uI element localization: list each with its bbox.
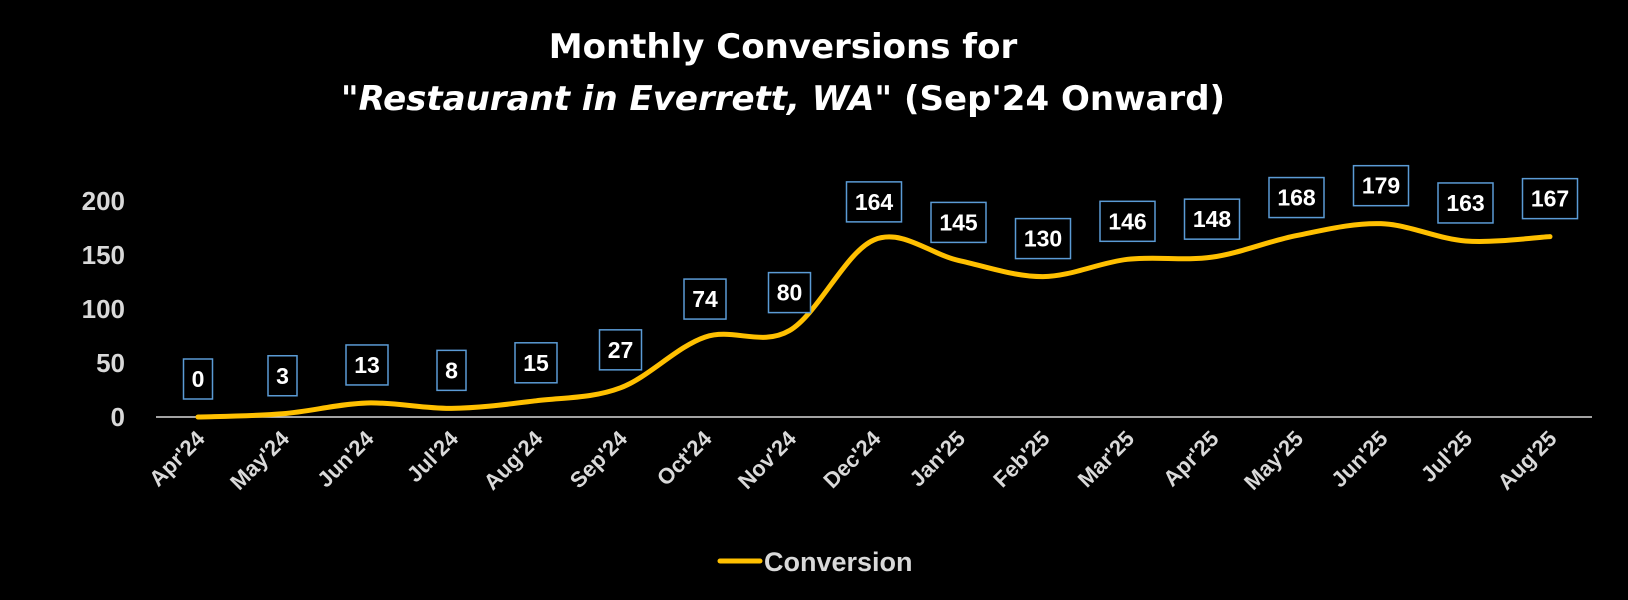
y-tick-label: 50 bbox=[96, 348, 125, 378]
data-label: 146 bbox=[1099, 200, 1156, 243]
data-label-value: 146 bbox=[1108, 208, 1146, 234]
y-tick-label: 100 bbox=[82, 294, 125, 324]
x-tick-label: May'25 bbox=[1239, 426, 1308, 495]
data-label: 13 bbox=[345, 344, 389, 386]
legend: Conversion bbox=[717, 547, 913, 577]
data-label-box bbox=[1183, 198, 1241, 240]
data-label: 130 bbox=[1014, 217, 1072, 260]
x-tick-label: Jun'25 bbox=[1326, 426, 1392, 492]
data-label: 27 bbox=[598, 329, 643, 371]
data-label-value: 168 bbox=[1277, 185, 1316, 211]
data-label-box bbox=[1099, 200, 1156, 243]
data-label-box bbox=[345, 344, 389, 386]
data-label: 168 bbox=[1268, 176, 1325, 219]
data-label: 0 bbox=[182, 358, 214, 400]
data-label-value: 27 bbox=[608, 337, 634, 363]
data-label: 179 bbox=[1352, 164, 1410, 207]
data-label-box bbox=[1014, 217, 1072, 260]
data-label: 167 bbox=[1521, 177, 1579, 220]
data-label: 145 bbox=[930, 201, 987, 244]
x-tick-label: Jul'25 bbox=[1416, 426, 1477, 487]
x-tick-label: Mar'25 bbox=[1073, 426, 1139, 492]
data-label-box bbox=[182, 358, 214, 400]
data-label-value: 80 bbox=[777, 280, 803, 306]
data-label-value: 145 bbox=[939, 209, 978, 235]
data-label-box bbox=[683, 278, 727, 320]
data-label: 74 bbox=[683, 278, 727, 320]
y-axis: 0 50 100 150 200 bbox=[82, 186, 125, 432]
series-line-conversion bbox=[195, 221, 1553, 420]
data-label-box bbox=[767, 271, 812, 314]
data-label: 148 bbox=[1183, 198, 1241, 240]
data-label: 80 bbox=[767, 271, 812, 314]
x-tick-label: Jul'24 bbox=[402, 425, 464, 487]
data-label: 3 bbox=[267, 355, 298, 397]
data-label-box bbox=[514, 342, 558, 384]
data-label-value: 0 bbox=[192, 366, 205, 392]
x-tick-label: May'24 bbox=[225, 425, 294, 494]
data-label-value: 130 bbox=[1024, 226, 1062, 252]
data-label: 163 bbox=[1437, 182, 1494, 224]
y-tick-label: 150 bbox=[82, 240, 125, 270]
chart-title-line-1: Monthly Conversions for bbox=[549, 27, 1018, 67]
y-tick-label: 200 bbox=[82, 186, 125, 216]
data-label-box bbox=[930, 201, 987, 244]
x-tick-label: Aug'25 bbox=[1493, 426, 1562, 495]
data-label-value: 74 bbox=[692, 286, 718, 312]
x-axis: Apr'24 May'24 Jun'24 Jul'24 Aug'24 Sep'24 Oct'… bbox=[144, 425, 1561, 494]
data-label-value: 167 bbox=[1531, 186, 1569, 212]
x-tick-label: Sep'24 bbox=[565, 425, 633, 493]
x-tick-label: Feb'25 bbox=[988, 426, 1054, 492]
chart-title-line-2: "Restaurant in Everrett, WA" (Sep'24 Onw… bbox=[341, 79, 1225, 119]
x-tick-label: Jan'25 bbox=[905, 426, 970, 491]
data-label-value: 15 bbox=[523, 350, 549, 376]
x-tick-label: Oct'24 bbox=[652, 425, 717, 490]
x-tick-label: Apr'24 bbox=[144, 425, 210, 491]
data-label-value: 148 bbox=[1193, 206, 1232, 232]
x-tick-label: Apr'25 bbox=[1158, 426, 1223, 491]
x-tick-label: Nov'24 bbox=[733, 425, 802, 494]
data-label: 8 bbox=[436, 349, 467, 392]
data-label-box bbox=[1437, 182, 1494, 224]
data-label-value: 3 bbox=[276, 363, 289, 389]
data-label-value: 163 bbox=[1446, 190, 1484, 216]
data-label-value: 13 bbox=[354, 352, 380, 378]
chart-title-italic-part: "Restaurant in Everrett, WA" bbox=[341, 79, 892, 119]
data-label-box bbox=[267, 355, 298, 397]
data-label-box bbox=[1352, 164, 1410, 207]
data-label: 15 bbox=[514, 342, 558, 384]
data-label-value: 179 bbox=[1362, 173, 1400, 199]
data-label-box bbox=[1521, 177, 1579, 220]
x-tick-label: Aug'24 bbox=[479, 425, 548, 494]
data-label-box bbox=[436, 349, 467, 392]
data-label: 164 bbox=[845, 181, 903, 223]
data-label-box bbox=[1268, 176, 1325, 219]
data-label-value: 8 bbox=[445, 357, 458, 383]
x-tick-label: Jun'24 bbox=[312, 425, 379, 492]
x-tick-label: Dec'24 bbox=[818, 425, 886, 493]
legend-label-conversion: Conversion bbox=[764, 547, 913, 577]
y-tick-label: 0 bbox=[111, 402, 125, 432]
data-labels: 0 3 13 8 15 27 74 80 164 145 130 146 148 168 179 163 167 bbox=[182, 164, 1579, 400]
data-label-box bbox=[598, 329, 643, 371]
data-label-value: 164 bbox=[855, 189, 894, 215]
chart-title-normal-part: (Sep'24 Onward) bbox=[892, 79, 1225, 119]
data-label-box bbox=[845, 181, 903, 223]
